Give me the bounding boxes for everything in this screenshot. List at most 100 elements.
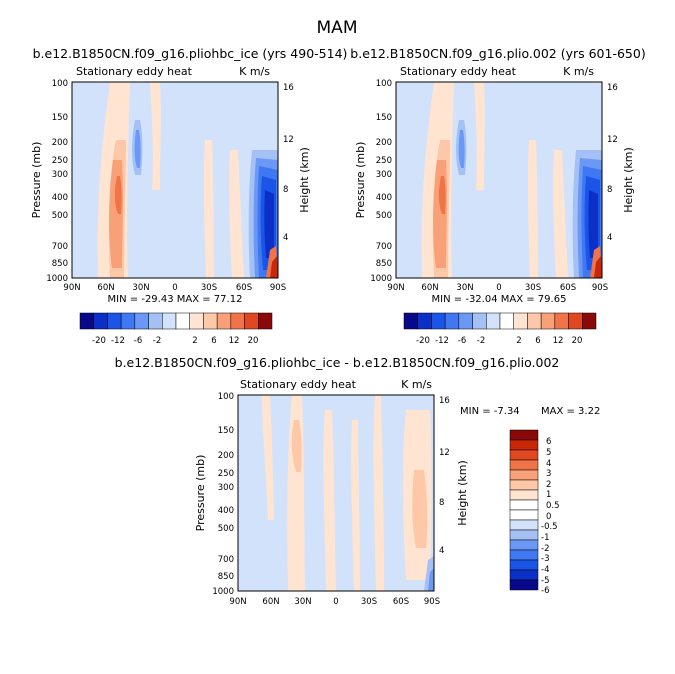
colorbar-tick: 5 [546, 448, 551, 458]
colorbar-swatch [582, 312, 597, 330]
colorbar-tick: 6 [535, 336, 540, 346]
colorbar-tick: -0.5 [541, 522, 558, 532]
figure-title: MAM [317, 18, 358, 38]
panel-2-colorbar: -20 -12 -6 -2 2 6 12 20 [403, 312, 597, 346]
colorbar-swatch [203, 312, 218, 330]
x-tick-label: 0 [333, 597, 338, 607]
x-tick-label: 0 [172, 283, 177, 293]
colorbar-swatch [509, 449, 539, 461]
height-tick-label: 12 [607, 135, 618, 145]
colorbar-tick: -12 [111, 336, 125, 346]
colorbar-swatch [509, 469, 539, 481]
colorbar-swatch [120, 312, 136, 330]
panel-2-subtitle-left: Stationary eddy heat [400, 65, 517, 78]
colorbar-2-swatches [403, 312, 597, 330]
height-tick-label: 16 [607, 83, 618, 93]
colorbar-swatch [509, 539, 539, 551]
colorbar-tick: 2 [516, 336, 521, 346]
colorbar-swatch [162, 312, 177, 330]
colorbar-swatch [509, 559, 539, 571]
panel-1-colorbar: -20 -12 -6 -2 2 6 12 20 [79, 312, 273, 346]
panel-3-stat-max: MAX = 3.22 [541, 406, 600, 417]
colorbar-swatch [509, 549, 539, 561]
panel-2-y-axis-right: 16 12 8 4 Height (km) [607, 83, 635, 243]
colorbar-tick: -6 [541, 586, 549, 596]
x-tick-label: 60N [421, 283, 438, 293]
colorbar-swatch [216, 312, 232, 330]
colorbar-swatch [509, 489, 539, 501]
y-tick-label: 500 [376, 211, 392, 221]
height-tick-label: 4 [439, 546, 444, 556]
x-tick-label: 30S [201, 283, 217, 293]
y-tick-label: 850 [218, 572, 234, 582]
y-tick-label: 400 [52, 193, 68, 203]
height-axis-label: Height (km) [298, 147, 311, 213]
colorbar-swatch [568, 312, 583, 330]
panel-1-x-axis: 90N 60N 30N 0 30S 60S 90S [63, 283, 286, 293]
colorbar-swatch [509, 579, 539, 591]
panel-3-subtitle-right: K m/s [401, 378, 432, 391]
y-tick-label: 250 [218, 469, 234, 479]
x-tick-label: 90S [592, 283, 608, 293]
x-tick-label: 30N [456, 283, 473, 293]
colorbar-swatch [134, 312, 149, 330]
colorbar-swatch [509, 429, 539, 441]
colorbar-swatch [509, 479, 539, 491]
colorbar-swatch [499, 312, 514, 330]
y-tick-label: 100 [218, 392, 234, 402]
panel-2-y-axis: 100 150 200 250 300 400 500 700 850 1000… [354, 79, 392, 284]
y-tick-label: 200 [376, 138, 392, 148]
colorbar-tick: 12 [553, 336, 564, 346]
colorbar-tick: -5 [541, 576, 549, 586]
colorbar-tick: 2 [546, 480, 551, 490]
colorbar-swatch [554, 312, 569, 330]
y-tick-label: 850 [52, 259, 68, 269]
y-tick-label: 400 [218, 506, 234, 516]
y-tick-label: 700 [218, 555, 234, 565]
colorbar-swatch [513, 312, 528, 330]
height-tick-label: 8 [439, 498, 444, 508]
panel-3-stat-min: MIN = -7.34 [460, 406, 520, 417]
y-tick-label: 1000 [212, 587, 234, 597]
panel-3: b.e12.B1850CN.f09_g16.pliohbc_ice - b.e1… [115, 355, 601, 607]
panel-2: b.e12.B1850CN.f09_g16.plio.002 (yrs 601-… [350, 46, 645, 346]
y-tick-label: 300 [52, 170, 68, 180]
colorbar-tick: -4 [541, 565, 549, 575]
colorbar-swatch [458, 312, 473, 330]
colorbar-tick: -2 [477, 336, 485, 346]
panel-2-title: b.e12.B1850CN.f09_g16.plio.002 (yrs 601-… [350, 46, 645, 61]
y-tick-label: 250 [376, 156, 392, 166]
colorbar-tick: -20 [416, 336, 430, 346]
colorbar-tick: 1 [546, 490, 551, 500]
colorbar-tick: -2 [541, 544, 549, 554]
panel-1-y-axis-right: 16 12 8 4 Height (km) [283, 83, 311, 243]
y-tick-label: 500 [52, 211, 68, 221]
colorbar-tick: 20 [248, 336, 259, 346]
colorbar-swatch [509, 459, 539, 471]
y-tick-label: 1000 [370, 274, 392, 284]
y-tick-label: 700 [376, 242, 392, 252]
height-tick-label: 16 [439, 396, 450, 406]
colorbar-swatch [509, 519, 539, 531]
colorbar-swatch [486, 312, 501, 330]
colorbar-swatch [258, 312, 273, 330]
colorbar-swatch [444, 312, 460, 330]
panel-3-title: b.e12.B1850CN.f09_g16.pliohbc_ice - b.e1… [115, 355, 560, 370]
colorbar-swatch [230, 312, 245, 330]
colorbar-swatch [509, 439, 539, 451]
colorbar-swatch [175, 312, 190, 330]
colorbar-tick: -20 [92, 336, 106, 346]
colorbar-tick: -3 [541, 554, 549, 564]
colorbar-tick: 0.5 [546, 501, 560, 511]
colorbar-tick: -1 [541, 533, 549, 543]
y-tick-label: 200 [218, 451, 234, 461]
y-axis-label: Pressure (mb) [194, 455, 207, 532]
height-axis-label: Height (km) [456, 460, 469, 526]
y-tick-label: 250 [52, 156, 68, 166]
colorbar-swatch [509, 529, 539, 541]
colorbar-tick: -6 [458, 336, 466, 346]
colorbar-1-swatches [79, 312, 273, 330]
height-axis-label: Height (km) [622, 147, 635, 213]
colorbar-swatch [509, 569, 539, 581]
